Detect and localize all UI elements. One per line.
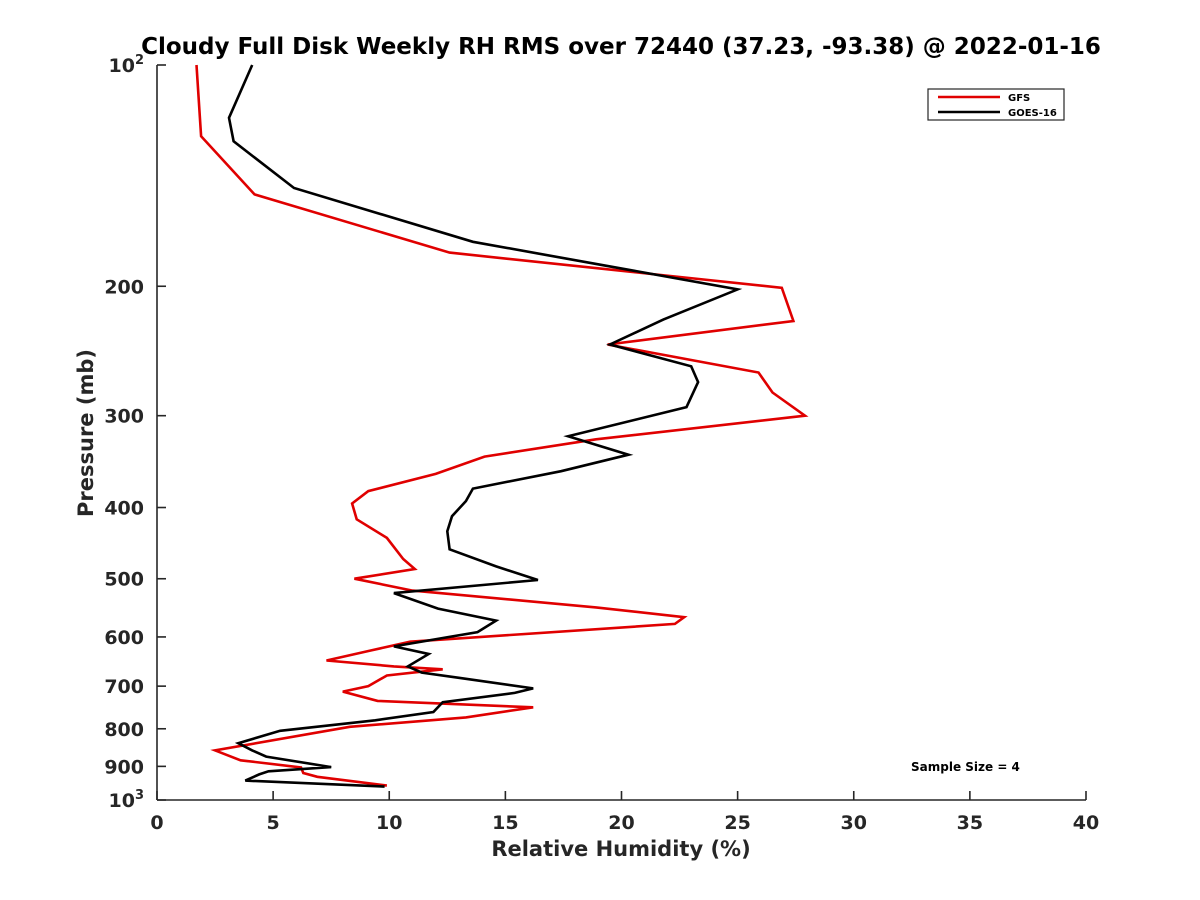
y-tick-label: 900 xyxy=(104,756,144,778)
x-tick-label: 40 xyxy=(1073,812,1099,834)
y-tick-label: 700 xyxy=(104,676,144,698)
series-layer xyxy=(195,64,809,788)
y-tick-label: 300 xyxy=(104,406,144,428)
x-tick-label: 35 xyxy=(957,812,983,834)
y-tick-label: 800 xyxy=(104,719,144,741)
x-tick-label: 15 xyxy=(492,812,518,834)
chart-title: Cloudy Full Disk Weekly RH RMS over 7244… xyxy=(141,34,1101,60)
x-tick-label: 5 xyxy=(267,812,280,834)
y-tick-label: 500 xyxy=(104,569,144,591)
y-tick-label: 400 xyxy=(104,498,144,520)
series-line-goes-16 xyxy=(227,64,743,788)
y-tick-label: 200 xyxy=(104,276,144,298)
y-tick-label: 600 xyxy=(104,627,144,649)
y-tick-label-power: 102 xyxy=(109,53,145,77)
x-tick-label: 10 xyxy=(376,812,402,834)
legend-label-goes16: GOES-16 xyxy=(1008,108,1057,119)
x-axis-ticks: 0 5 10 15 20 25 30 35 40 xyxy=(150,791,1099,834)
x-axis-label: Relative Humidity (%) xyxy=(491,837,750,861)
x-tick-label: 0 xyxy=(150,812,163,834)
x-tick-label: 30 xyxy=(841,812,867,834)
series-line-gfs xyxy=(195,64,809,787)
y-tick-label-base: 10 xyxy=(109,55,135,77)
sample-size-annotation: Sample Size = 4 xyxy=(911,760,1020,774)
y-tick-label-power: 103 xyxy=(109,788,145,812)
legend: GFS GOES-16 xyxy=(927,88,1065,121)
y-axis-label: Pressure (mb) xyxy=(74,349,98,517)
y-tick-label-base: 10 xyxy=(109,790,135,812)
x-tick-label: 25 xyxy=(724,812,750,834)
y-tick-label-exponent: 3 xyxy=(135,788,144,803)
y-tick-label-exponent: 2 xyxy=(135,53,144,68)
legend-label-gfs: GFS xyxy=(1008,93,1030,104)
legend-box xyxy=(927,88,1065,121)
x-tick-label: 20 xyxy=(608,812,634,834)
